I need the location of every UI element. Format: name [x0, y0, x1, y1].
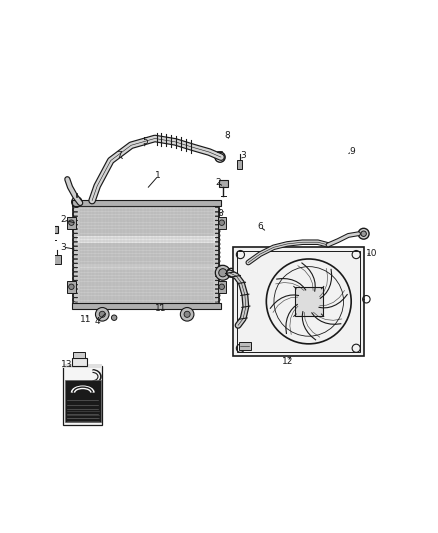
- Text: 2: 2: [215, 178, 221, 187]
- Text: 3: 3: [60, 243, 66, 252]
- Bar: [72, 303, 221, 309]
- Bar: [237, 251, 360, 352]
- Bar: [72, 200, 221, 206]
- Bar: [74, 205, 219, 305]
- Text: 2: 2: [60, 215, 66, 224]
- Circle shape: [219, 269, 227, 277]
- Bar: [218, 216, 226, 229]
- Bar: [233, 247, 364, 356]
- Text: 8: 8: [217, 208, 223, 217]
- Circle shape: [215, 265, 230, 280]
- Text: 9: 9: [349, 147, 355, 156]
- Circle shape: [69, 220, 74, 225]
- Bar: [294, 287, 323, 316]
- Bar: [49, 227, 58, 233]
- Circle shape: [297, 289, 321, 313]
- Bar: [67, 216, 76, 229]
- Polygon shape: [63, 366, 102, 425]
- Circle shape: [358, 228, 369, 239]
- Circle shape: [219, 220, 224, 225]
- Circle shape: [361, 231, 366, 237]
- Bar: [237, 159, 243, 169]
- Bar: [77, 236, 216, 243]
- Bar: [72, 358, 87, 366]
- Bar: [65, 379, 101, 422]
- Text: 11: 11: [155, 304, 166, 313]
- Text: 1: 1: [155, 171, 161, 180]
- Circle shape: [99, 311, 105, 317]
- Text: 3: 3: [240, 151, 246, 160]
- Bar: [239, 342, 251, 350]
- Text: 12: 12: [282, 357, 293, 366]
- Circle shape: [180, 308, 194, 321]
- Bar: [73, 352, 85, 358]
- Circle shape: [184, 311, 190, 317]
- Circle shape: [95, 308, 109, 321]
- Circle shape: [69, 284, 74, 289]
- Bar: [77, 265, 216, 270]
- Circle shape: [302, 295, 315, 308]
- Text: 5: 5: [142, 138, 148, 147]
- Bar: [219, 180, 227, 187]
- Text: 10: 10: [366, 249, 378, 259]
- Bar: [218, 281, 226, 293]
- Text: 4: 4: [94, 317, 100, 326]
- Text: 13: 13: [61, 360, 72, 369]
- Circle shape: [219, 284, 224, 289]
- Bar: [53, 255, 60, 264]
- Bar: [67, 281, 76, 293]
- Text: 7: 7: [117, 151, 122, 160]
- Bar: [63, 364, 102, 368]
- Text: 8: 8: [224, 131, 230, 140]
- Text: 11: 11: [80, 315, 91, 324]
- Circle shape: [111, 315, 117, 320]
- Text: 6: 6: [257, 222, 263, 231]
